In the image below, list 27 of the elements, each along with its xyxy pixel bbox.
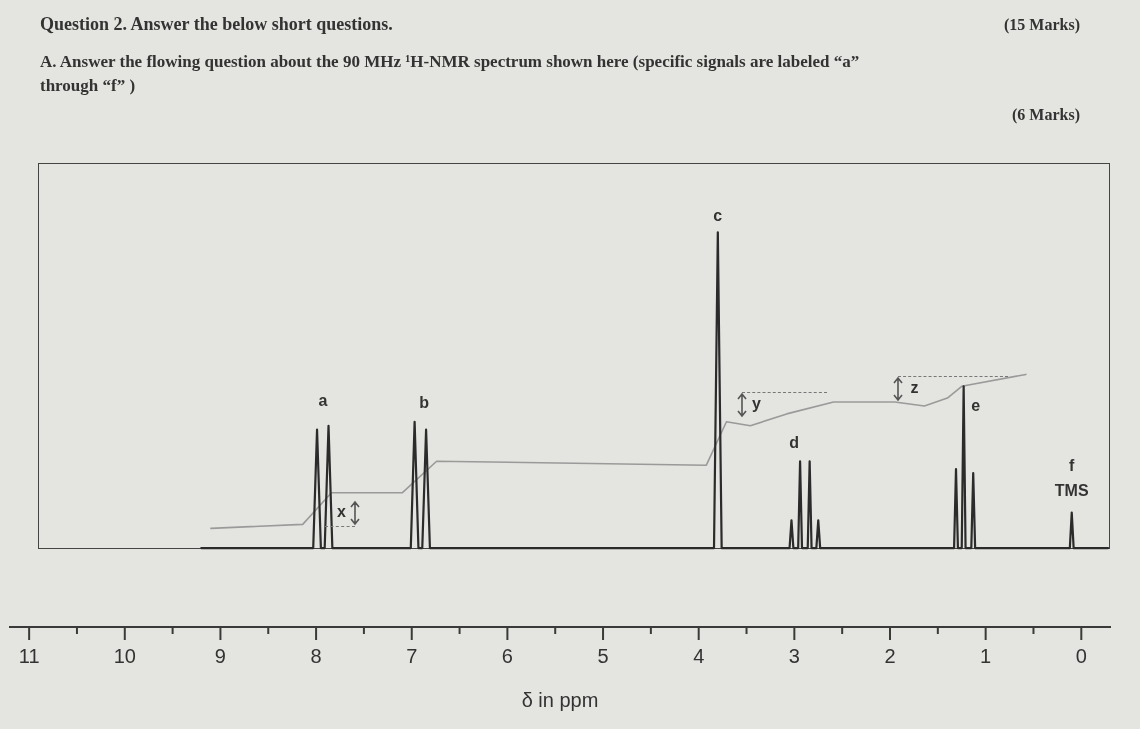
annotation: c	[713, 206, 723, 224]
annotation: a	[318, 392, 328, 410]
x-tick-label: 6	[501, 644, 513, 667]
x-tick-label: 11	[18, 644, 40, 667]
annotation: b	[419, 394, 430, 412]
text: (15 Marks)	[1004, 16, 1080, 34]
x-tick-label: 1	[980, 644, 992, 667]
x-tick-label: 3	[788, 644, 800, 667]
x-tick-label: 2	[884, 644, 896, 667]
chart-title: Question 2. Answer the below short questions.	[40, 14, 393, 35]
annotation: e	[971, 396, 981, 414]
x-axis-title: δ in ppm	[521, 688, 599, 711]
x-tick-label: 10	[113, 644, 136, 667]
text: (6 Marks)	[1012, 106, 1080, 124]
chart-subtitle: A. Answer the flowing question about the 90 MHz ¹H-NMR spectrum shown here (specific signals are labeled “a” through “f” )	[40, 51, 861, 97]
annotation: z	[910, 379, 919, 397]
annotation: f	[1069, 456, 1076, 474]
annotation: x	[336, 503, 346, 521]
x-tick-label: 4	[693, 644, 705, 667]
annotation: y	[751, 395, 761, 413]
x-tick-label: 7	[406, 644, 418, 667]
x-tick-label: 9	[214, 644, 226, 667]
x-tick-label: 5	[597, 644, 609, 667]
x-tick-label: 8	[310, 644, 322, 667]
x-tick-label: 0	[1075, 644, 1087, 667]
annotation: d	[789, 433, 799, 451]
annotation: TMS	[1054, 481, 1089, 499]
